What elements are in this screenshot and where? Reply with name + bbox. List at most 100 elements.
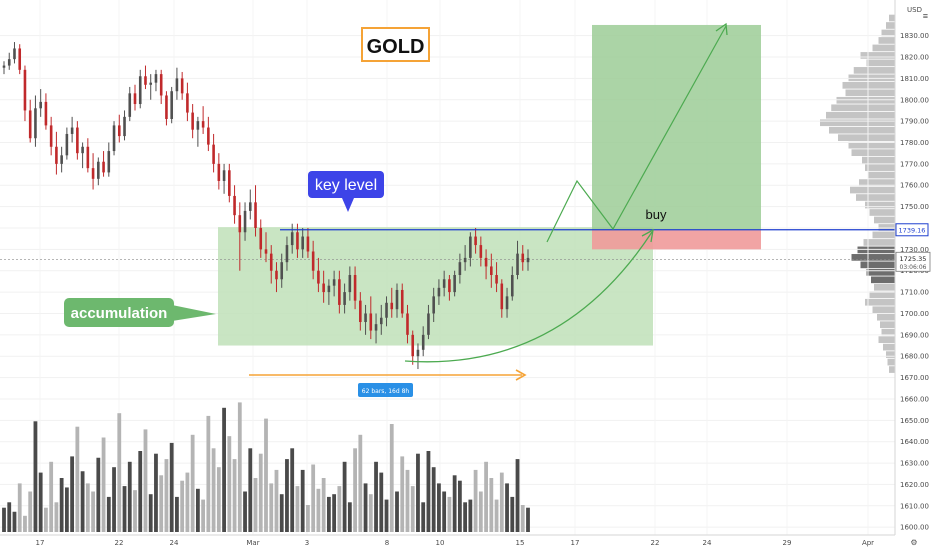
volume-profile-bar xyxy=(868,171,895,179)
candle-body xyxy=(228,170,231,196)
volume-bar xyxy=(75,426,80,532)
candle-body xyxy=(364,313,367,323)
volume-bar xyxy=(133,490,137,532)
volume-profile-bar xyxy=(880,321,895,329)
candle-body xyxy=(191,112,194,130)
volume-profile-bar xyxy=(859,179,895,186)
candle xyxy=(479,236,483,267)
current-price-text: 1725.35 xyxy=(900,255,927,263)
candle xyxy=(474,227,477,254)
volume-bar xyxy=(211,448,216,532)
candle xyxy=(264,232,268,263)
volume-bar xyxy=(400,456,405,532)
candle xyxy=(222,163,226,194)
candle xyxy=(207,116,210,152)
candle-body xyxy=(81,146,84,154)
volume-profile-bar xyxy=(878,224,895,231)
candle-body xyxy=(112,125,116,152)
candle-body xyxy=(411,334,415,357)
volume-profile-bar xyxy=(877,313,895,321)
volume-profile-bar xyxy=(865,201,895,209)
candle xyxy=(385,296,388,327)
volume-bar xyxy=(96,457,101,532)
candle-body xyxy=(165,95,168,119)
candle-body xyxy=(180,78,184,94)
candle-body xyxy=(437,287,441,297)
volume-bar xyxy=(515,459,520,532)
candle-body xyxy=(102,161,105,173)
volume-bar xyxy=(285,459,289,532)
y-tick-label: 1680.00 xyxy=(900,353,929,361)
volume-bar xyxy=(526,507,530,532)
candle xyxy=(390,287,394,318)
stop-loss-zone xyxy=(592,230,761,250)
candle xyxy=(406,304,409,344)
volume-bar xyxy=(510,496,515,532)
volume-bar xyxy=(38,472,43,532)
volume-profile-bar xyxy=(860,261,895,269)
volume-bar xyxy=(379,472,384,532)
candle-body xyxy=(49,125,53,147)
volume-bar xyxy=(49,461,54,532)
candle xyxy=(327,279,331,305)
y-tick-label: 1690.00 xyxy=(900,331,929,339)
candle-body xyxy=(222,170,226,181)
candle xyxy=(311,240,315,280)
volume-bar xyxy=(80,471,85,532)
volume-bar xyxy=(374,461,378,532)
volume-bar xyxy=(353,448,357,532)
candle xyxy=(322,270,325,303)
candle-body xyxy=(275,270,278,280)
candle-body xyxy=(474,236,477,246)
candle-body xyxy=(479,245,483,258)
volume-profile-bar xyxy=(889,14,895,22)
volume-profile-bar xyxy=(869,209,895,216)
volume-bar xyxy=(290,448,295,532)
y-tick-label: 1630.00 xyxy=(900,460,929,468)
volume-bar xyxy=(70,456,75,532)
candle xyxy=(39,89,42,117)
candle-body xyxy=(469,236,472,258)
candle xyxy=(112,121,116,156)
candle xyxy=(484,249,488,280)
y-tick-label: 1780.00 xyxy=(900,139,929,147)
candle-body xyxy=(484,257,488,267)
candle-body xyxy=(44,101,48,126)
candle xyxy=(133,84,137,111)
range-measure-badge-bg xyxy=(358,383,413,397)
volume-profile-bar xyxy=(856,194,895,201)
candle-body xyxy=(374,324,378,331)
candle-body xyxy=(458,262,462,275)
volume-bar xyxy=(473,469,478,532)
y-tick-label: 1760.00 xyxy=(900,182,929,190)
candle xyxy=(427,304,430,340)
volume-profile-bar xyxy=(865,298,895,306)
arc-arrowhead xyxy=(641,228,654,243)
accumulation-badge-bg xyxy=(64,298,174,327)
candle-body xyxy=(353,275,357,301)
candle-body xyxy=(13,48,16,60)
volume-profile-bar xyxy=(853,67,895,74)
candle-body xyxy=(322,283,325,293)
candle-body xyxy=(123,116,126,137)
volume-profile-bar xyxy=(866,59,895,67)
volume-bar xyxy=(405,469,410,532)
candle xyxy=(149,74,153,100)
volume-profile-bar xyxy=(872,44,895,52)
rounding-bottom-arc xyxy=(404,231,653,363)
candle xyxy=(117,114,121,143)
volume-bar xyxy=(64,487,69,532)
volume-bar xyxy=(232,459,237,532)
candle xyxy=(275,262,278,293)
volume-bar xyxy=(342,461,347,532)
volume-profile-bar xyxy=(881,328,895,336)
candle-body xyxy=(369,313,373,331)
volume-bar xyxy=(101,437,106,532)
y-tick-label: 1830.00 xyxy=(900,32,929,40)
candle xyxy=(280,253,284,288)
volume-bar xyxy=(300,469,305,532)
volume-bar xyxy=(227,436,232,532)
volume-bar xyxy=(206,415,211,532)
candle-body xyxy=(233,195,236,216)
